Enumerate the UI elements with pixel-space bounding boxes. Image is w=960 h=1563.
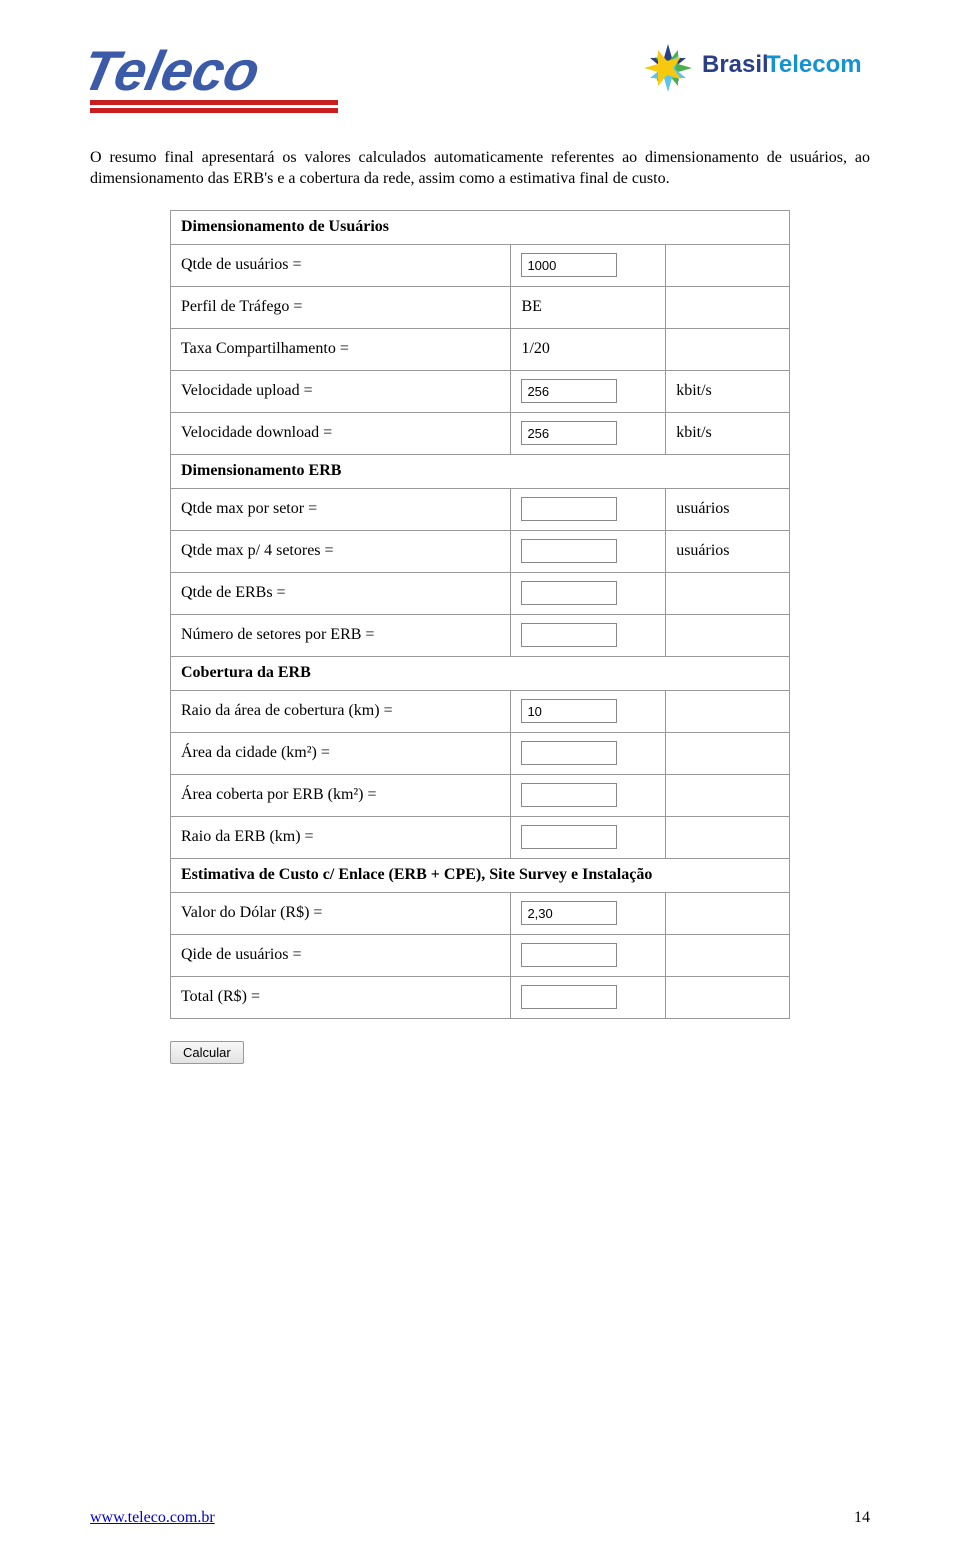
unit-raio-erb	[666, 816, 790, 858]
label-taxa-comp: Taxa Compartilhamento =	[171, 328, 511, 370]
input-area-cidade[interactable]	[521, 741, 617, 765]
label-total: Total (R$) =	[171, 976, 511, 1018]
input-raio-area[interactable]	[521, 699, 617, 723]
label-num-set-erb: Número de setores por ERB =	[171, 614, 511, 656]
input-raio-erb[interactable]	[521, 825, 617, 849]
label-raio-erb: Raio da ERB (km) =	[171, 816, 511, 858]
label-area-coberta: Área coberta por ERB (km²) =	[171, 774, 511, 816]
section-erb-title: Dimensionamento ERB	[171, 454, 790, 488]
value-perfil-trafego: BE	[521, 298, 541, 316]
unit-perfil-trafego	[666, 286, 790, 328]
input-vel-download[interactable]	[521, 421, 617, 445]
label-perfil-trafego: Perfil de Tráfego =	[171, 286, 511, 328]
label-vel-download: Velocidade download =	[171, 412, 511, 454]
input-qtde-usuarios[interactable]	[521, 253, 617, 277]
label-area-cidade: Área da cidade (km²) =	[171, 732, 511, 774]
unit-qtde-usuarios	[666, 244, 790, 286]
label-qtde-max-setor: Qtde max por setor =	[171, 488, 511, 530]
input-area-coberta[interactable]	[521, 783, 617, 807]
form-table: Dimensionamento de Usuários Qtde de usuá…	[170, 210, 790, 1019]
unit-qide-usuarios	[666, 934, 790, 976]
unit-qtde-erbs	[666, 572, 790, 614]
unit-num-set-erb	[666, 614, 790, 656]
input-vel-upload[interactable]	[521, 379, 617, 403]
input-qide-usuarios[interactable]	[521, 943, 617, 967]
unit-raio-area	[666, 690, 790, 732]
svg-text:Brasil: Brasil	[702, 51, 769, 78]
label-qtde-erbs: Qtde de ERBs =	[171, 572, 511, 614]
header: Teleco Brasil Telecom	[90, 40, 870, 120]
input-valor-dolar[interactable]	[521, 901, 617, 925]
teleco-logo: Teleco	[90, 40, 370, 120]
unit-area-cidade	[666, 732, 790, 774]
unit-area-coberta	[666, 774, 790, 816]
intro-paragraph: O resumo final apresentará os valores ca…	[90, 148, 870, 190]
svg-text:Telecom: Telecom	[766, 51, 862, 78]
label-vel-upload: Velocidade upload =	[171, 370, 511, 412]
page: Teleco Brasil Telecom O resumo final apr…	[0, 0, 960, 1563]
input-qtde-max-4set[interactable]	[521, 539, 617, 563]
svg-text:Teleco: Teleco	[90, 40, 265, 102]
unit-qtde-max-4set: usuários	[666, 530, 790, 572]
label-qtde-usuarios: Qtde de usuários =	[171, 244, 511, 286]
unit-taxa-comp	[666, 328, 790, 370]
input-qtde-erbs[interactable]	[521, 581, 617, 605]
input-total[interactable]	[521, 985, 617, 1009]
section-cobertura-title: Cobertura da ERB	[171, 656, 790, 690]
label-qide-usuarios: Qide de usuários =	[171, 934, 511, 976]
page-number: 14	[854, 1509, 870, 1527]
label-valor-dolar: Valor do Dólar (R$) =	[171, 892, 511, 934]
footer-link[interactable]: www.teleco.com.br	[90, 1509, 215, 1527]
unit-total	[666, 976, 790, 1018]
unit-qtde-max-setor: usuários	[666, 488, 790, 530]
unit-vel-download: kbit/s	[666, 412, 790, 454]
section-custo-title: Estimativa de Custo c/ Enlace (ERB + CPE…	[171, 858, 790, 892]
label-qtde-max-4set: Qtde max p/ 4 setores =	[171, 530, 511, 572]
input-qtde-max-setor[interactable]	[521, 497, 617, 521]
value-taxa-comp: 1/20	[521, 340, 549, 358]
calcular-button[interactable]: Calcular	[170, 1041, 244, 1064]
footer: www.teleco.com.br 14	[90, 1509, 870, 1527]
input-num-set-erb[interactable]	[521, 623, 617, 647]
brasiltelecom-logo: Brasil Telecom	[640, 40, 870, 120]
unit-vel-upload: kbit/s	[666, 370, 790, 412]
section-usuarios-title: Dimensionamento de Usuários	[171, 210, 790, 244]
label-raio-area: Raio da área de cobertura (km) =	[171, 690, 511, 732]
unit-valor-dolar	[666, 892, 790, 934]
